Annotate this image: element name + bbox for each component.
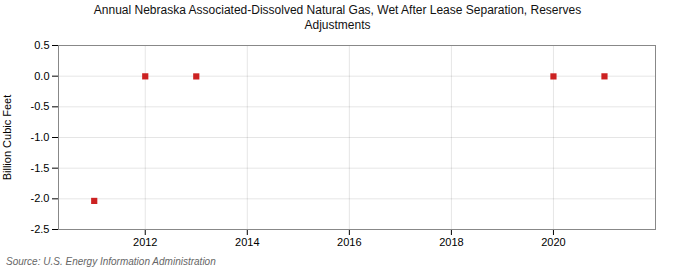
svg-text:0.0: 0.0 — [34, 70, 49, 82]
svg-text:2014: 2014 — [235, 236, 259, 248]
svg-text:2018: 2018 — [439, 236, 463, 248]
svg-text:Billion Cubic Feet: Billion Cubic Feet — [1, 95, 13, 181]
svg-text:2016: 2016 — [337, 236, 361, 248]
svg-text:-1.5: -1.5 — [31, 162, 50, 174]
svg-text:2012: 2012 — [133, 236, 157, 248]
html-text:Annual Nebraska Associated-Dis: Annual Nebraska Associated-Dissolved Nat… — [93, 3, 582, 32]
svg-text:2020: 2020 — [541, 236, 565, 248]
svg-text:-2.0: -2.0 — [31, 192, 50, 204]
svg-text:-1.0: -1.0 — [31, 131, 50, 143]
svg-text:0.5: 0.5 — [34, 39, 49, 51]
svg-text:-0.5: -0.5 — [31, 100, 50, 112]
svg-text:-2.5: -2.5 — [31, 223, 50, 235]
html-text:Source: U.S. Energy Informatio: Source: U.S. Energy Information Administ… — [6, 256, 216, 267]
